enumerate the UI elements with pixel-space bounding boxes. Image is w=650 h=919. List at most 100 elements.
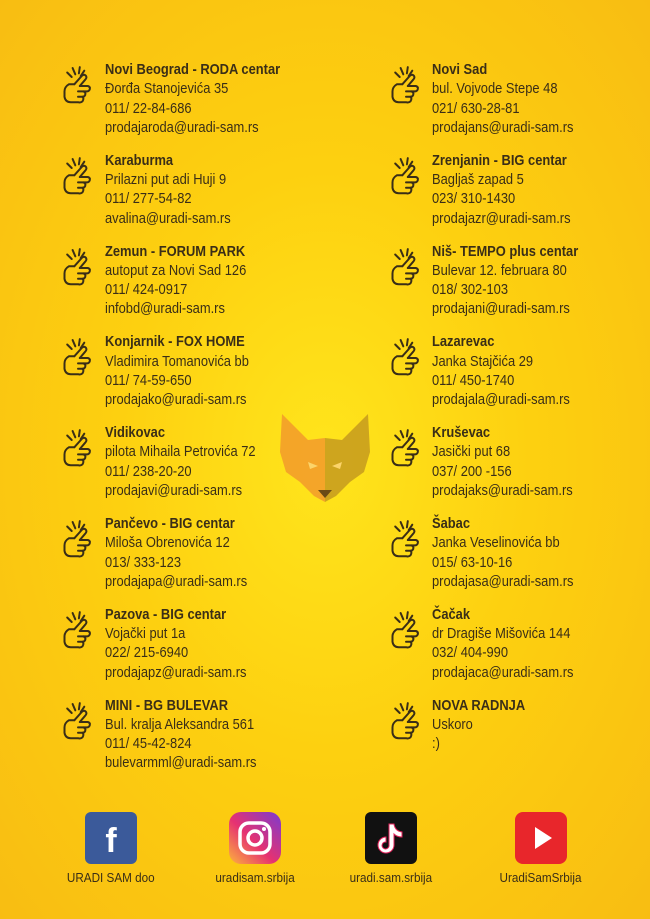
store-name: MINI - BG BULEVAR: [105, 696, 229, 714]
social-label: URADI SAM doo: [67, 870, 155, 885]
store-name: Konjarnik - FOX HOME: [105, 333, 245, 351]
fox-logo: [280, 414, 370, 502]
store-line: 011/ 238-20-20: [105, 462, 192, 480]
icon-part: [377, 823, 403, 854]
store-line: 023/ 310-1430: [432, 190, 516, 208]
store-name: Šabac: [432, 515, 471, 532]
social-link[interactable]: uradi.sam.srbija: [336, 812, 446, 887]
hand-shape: [65, 703, 90, 738]
store-line: prodajako@uradi-sam.rs: [105, 391, 247, 409]
social-label: uradisam.srbija: [215, 870, 295, 885]
hand-shape: [393, 67, 418, 102]
icon-part: [229, 812, 281, 864]
store-line: Uskoro: [432, 715, 473, 733]
store-name: Novi Sad: [432, 61, 488, 78]
store-line: bulevarmml@uradi-sam.rs: [105, 754, 257, 772]
store-line: 032/ 404-990: [432, 644, 509, 662]
hand-shape: [393, 430, 418, 465]
store-line: dr Dragiše Mišovića 144: [432, 625, 571, 643]
store-line: Janka Veselinovića bb: [432, 534, 560, 552]
store-line: pilota Mihaila Petrovića 72: [105, 443, 256, 461]
store-line: bul. Vojvode Stepe 48: [432, 80, 558, 98]
store-line: 013/ 333-123: [105, 553, 182, 571]
hand-shape: [65, 339, 90, 374]
store-line: Đorđa Stanojevića 35: [105, 80, 229, 98]
hand-icon: [60, 518, 96, 562]
store-name: Zemun - FORUM PARK: [105, 242, 246, 260]
hand-icon: [388, 64, 424, 108]
hand-shape: [65, 158, 90, 193]
store-line: Bulevar 12. februara 80: [432, 261, 567, 279]
store-line: prodajavi@uradi-sam.rs: [105, 482, 243, 500]
hand-icon: [388, 336, 424, 380]
store-name: Čačak: [432, 605, 471, 623]
store-line: Jasički put 68: [432, 443, 511, 461]
store-line: Miloša Obrenovića 12: [105, 534, 230, 552]
store-name: Kruševac: [432, 424, 491, 442]
icon-part: [246, 829, 264, 847]
store-name: Novi Beograd - RODA centar: [105, 61, 281, 78]
social-icon: [229, 812, 281, 864]
hand-icon: [388, 246, 424, 290]
store-line: prodajala@uradi-sam.rs: [432, 391, 570, 409]
store-line: prodajaroda@uradi-sam.rs: [105, 118, 259, 136]
hand-shape: [393, 158, 418, 193]
hand-shape: [393, 521, 418, 556]
hand-shape: [393, 703, 418, 738]
store-line: prodajans@uradi-sam.rs: [432, 118, 574, 136]
store-line: Vojački put 1a: [105, 625, 186, 643]
store-line: 011/ 277-54-82: [105, 190, 192, 208]
hand-icon: [60, 246, 96, 290]
store-line: avalina@uradi-sam.rs: [105, 209, 231, 227]
store-name: Vidikovac: [105, 424, 165, 442]
store-line: Prilazni put adi Huji 9: [105, 171, 227, 189]
hand-icon: [388, 609, 424, 653]
store-line: 018/ 302-103: [432, 281, 509, 299]
store-line: 011/ 22-84-686: [105, 99, 192, 117]
hand-shape: [393, 612, 418, 647]
store-line: Bul. kralja Aleksandra 561: [105, 715, 255, 733]
store-line: prodajaks@uradi-sam.rs: [432, 482, 573, 500]
store-line: 022/ 215-6940: [105, 644, 189, 662]
store-name: Pazova - BIG centar: [105, 605, 227, 623]
social-label: uradi.sam.srbija: [349, 870, 433, 885]
hand-icon: [60, 336, 96, 380]
store-line: 011/ 74-59-650: [105, 371, 192, 389]
hand-icon: [60, 609, 96, 653]
store-name: Niš- TEMPO plus centar: [432, 242, 579, 260]
store-line: Janka Stajčića 29: [432, 352, 534, 370]
store-line: 011/ 424-0917: [105, 281, 188, 299]
hand-shape: [393, 339, 418, 374]
social-glyph: f: [105, 822, 117, 860]
store-line: infobd@uradi-sam.rs: [105, 300, 225, 318]
icon-part: [262, 827, 266, 831]
store-name: Karaburma: [105, 151, 174, 169]
store-line: 037/ 200 -156: [432, 462, 512, 480]
store-line: prodajazr@uradi-sam.rs: [432, 209, 571, 227]
social-link[interactable]: UradiSamSrbija: [486, 812, 596, 887]
hand-shape: [65, 430, 90, 465]
store-line: prodajapz@uradi-sam.rs: [105, 663, 247, 681]
hand-shape: [65, 249, 90, 284]
store-line: prodajapa@uradi-sam.rs: [105, 572, 248, 590]
store-line: Bagljaš zapad 5: [432, 171, 524, 189]
social-link[interactable]: uradisam.srbija: [200, 812, 310, 887]
icon-part: [535, 827, 552, 849]
hand-shape: [65, 521, 90, 556]
store-line: 021/ 630-28-81: [432, 99, 520, 117]
social-link[interactable]: f URADI SAM doo: [56, 812, 166, 887]
store-line: :): [432, 735, 440, 753]
icon-part: [85, 812, 137, 864]
hand-icon: [60, 64, 96, 108]
store-line: prodajasa@uradi-sam.rs: [432, 572, 574, 590]
hand-icon: [388, 427, 424, 471]
store-line: prodajani@uradi-sam.rs: [432, 300, 570, 318]
store-line: 011/ 450-1740: [432, 371, 515, 389]
hand-icon: [388, 518, 424, 562]
store-line: Vladimira Tomanovića bb: [105, 352, 249, 370]
store-line: autoput za Novi Sad 126: [105, 261, 247, 279]
hand-shape: [65, 67, 90, 102]
social-icon: f: [85, 812, 137, 864]
store-name: Zrenjanin - BIG centar: [432, 151, 567, 169]
